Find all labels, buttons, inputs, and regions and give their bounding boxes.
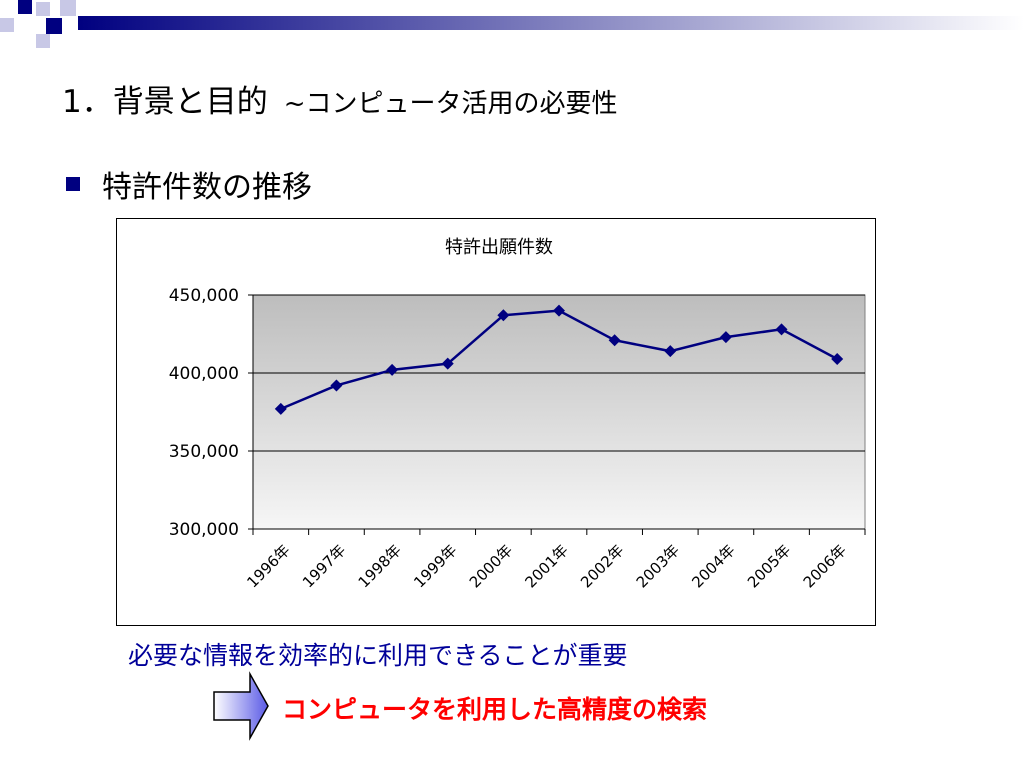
x-tick-label: 2005年	[744, 541, 794, 591]
data-point	[441, 357, 454, 370]
data-point	[330, 379, 343, 392]
data-point	[719, 331, 732, 344]
x-tick-label: 2003年	[633, 541, 683, 591]
data-point	[386, 363, 399, 376]
data-point	[274, 402, 287, 415]
square-bullet-icon	[66, 177, 80, 191]
data-point	[608, 334, 621, 347]
slide-title-main: 1．背景と目的	[62, 84, 268, 120]
data-point	[775, 323, 788, 336]
patent-chart: 特許出願件数 300,000 350,000 400,000 450,000 1996年 1…	[116, 218, 876, 626]
bullet-item: 特許件数の推移	[62, 164, 312, 205]
y-tick-label: 450,000	[169, 286, 239, 306]
x-tick-label: 1999年	[410, 541, 460, 591]
conclusion-text: コンピュータを利用した高精度の検索	[282, 695, 708, 724]
note-text: 必要な情報を効率的に利用できることが重要	[128, 641, 628, 670]
slide-title: 1．背景と目的 ~コンピュータ活用の必要性	[62, 76, 618, 121]
bullet-text: 特許件数の推移	[102, 170, 312, 205]
chart-title: 特許出願件数	[445, 237, 553, 258]
x-tick-label: 1996年	[243, 541, 293, 591]
y-tick-label: 400,000	[169, 364, 239, 384]
slide-title-sub: ~コンピュータ活用の必要性	[283, 89, 618, 119]
data-point	[831, 352, 844, 365]
plot-area	[252, 294, 866, 530]
x-tick-label: 2006年	[800, 541, 850, 591]
data-point	[553, 304, 565, 317]
data-point	[497, 309, 510, 322]
x-tick-label: 2000年	[466, 541, 516, 591]
header-decoration	[0, 0, 1024, 48]
x-tick-label: 1998年	[355, 541, 405, 591]
data-point	[664, 345, 677, 358]
x-tick-label: 1997年	[299, 541, 349, 591]
right-arrow-icon	[213, 671, 269, 741]
x-tick-label: 2001年	[521, 541, 571, 591]
x-tick-label: 2002年	[577, 541, 627, 591]
y-tick-label: 350,000	[169, 442, 239, 462]
x-tick-label: 2004年	[688, 541, 738, 591]
y-tick-label: 300,000	[169, 520, 239, 540]
